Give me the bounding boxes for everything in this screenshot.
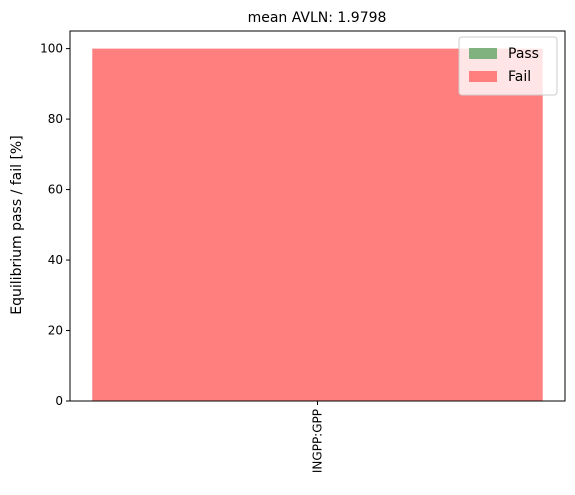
y-tick-label-3: 60 <box>48 183 63 197</box>
legend-swatch-fail <box>469 71 497 82</box>
y-axis-ticks: 0 20 40 60 80 100 <box>40 42 70 408</box>
y-tick-label-5: 100 <box>40 42 63 56</box>
y-tick-label-4: 80 <box>48 112 63 126</box>
legend-swatch-pass <box>469 48 497 59</box>
chart-title: mean AVLN: 1.9798 <box>248 10 387 26</box>
x-tick-label-0: INGPP:GPP <box>311 409 325 473</box>
legend-label-pass: Pass <box>508 46 539 62</box>
y-tick-label-1: 20 <box>48 324 63 338</box>
bar-fail-0 <box>92 48 543 401</box>
y-axis-label: Equilibrium pass / fail [%] <box>9 135 25 314</box>
y-tick-label-2: 40 <box>48 253 63 267</box>
legend-label-fail: Fail <box>508 69 531 85</box>
legend: Pass Fail <box>458 36 558 96</box>
y-tick-label-0: 0 <box>55 394 63 408</box>
plot-frame <box>69 30 566 402</box>
x-axis-ticks: INGPP:GPP <box>311 401 325 473</box>
bars-group <box>92 48 543 401</box>
